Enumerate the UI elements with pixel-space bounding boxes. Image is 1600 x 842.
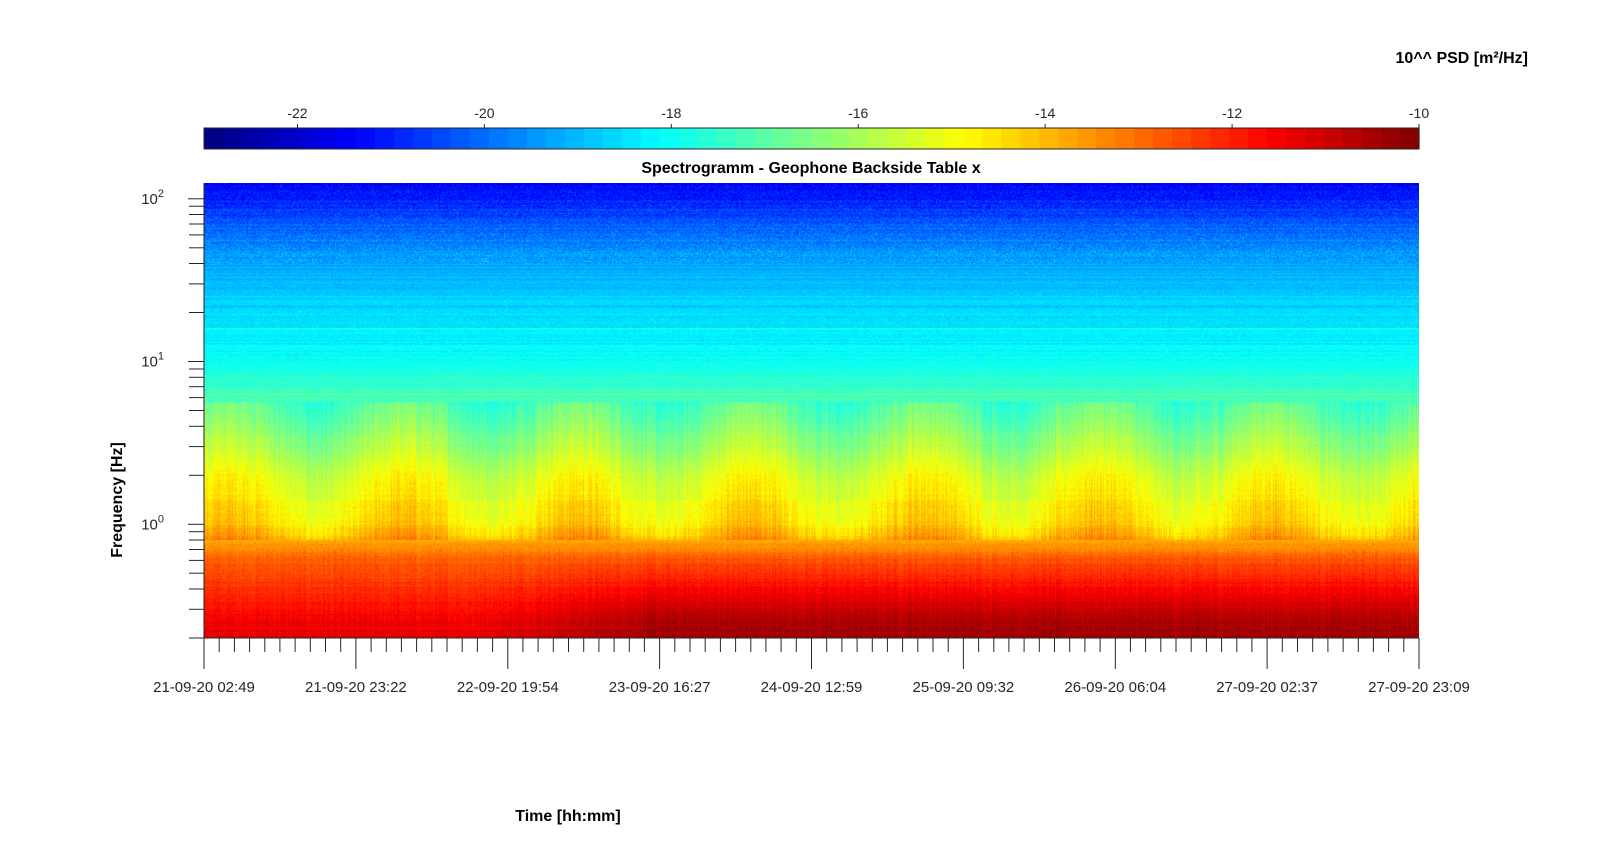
- colorbar-step: [431, 128, 452, 149]
- x-tick-label: 24-09-20 12:59: [761, 679, 863, 696]
- colorbar-step: [659, 128, 680, 149]
- y-tick-label: 102: [141, 188, 164, 208]
- colorbar-step: [374, 128, 395, 149]
- colorbar-step: [1343, 128, 1363, 149]
- colorbar-step: [754, 128, 775, 149]
- colorbar-step: [1134, 128, 1154, 149]
- colorbar-step: [1267, 128, 1287, 149]
- y-axis-ticks: 102 101 100: [141, 188, 204, 639]
- colorbar-step: [1286, 128, 1306, 149]
- colorbar-step: [336, 128, 357, 149]
- colorbar-step: [1172, 128, 1192, 149]
- spectrogram-heatmap: [204, 183, 1419, 638]
- colorbar-step: [1153, 128, 1173, 149]
- colorbar-step: [545, 128, 566, 149]
- chart-title: Spectrogramm - Geophone Backside Table x: [641, 160, 980, 177]
- colorbar-tick-label: -16: [848, 105, 868, 121]
- colorbar-step: [583, 128, 604, 149]
- colorbar-step: [1324, 128, 1344, 149]
- colorbar-tick-label: -10: [1409, 105, 1429, 121]
- x-tick-label: 21-09-20 02:49: [153, 679, 255, 696]
- colorbar-step: [735, 128, 756, 149]
- colorbar-step: [887, 128, 908, 149]
- colorbar-step: [450, 128, 471, 149]
- colorbar-step: [602, 128, 623, 149]
- x-tick-label: 23-09-20 16:27: [609, 679, 711, 696]
- x-tick-label: 22-09-20 19:54: [457, 679, 559, 696]
- colorbar-step: [1305, 128, 1325, 149]
- colorbar-step: [1381, 128, 1401, 149]
- colorbar-step: [412, 128, 433, 149]
- colorbar-label: 10^^ PSD [m²/Hz]: [1396, 50, 1528, 67]
- colorbar-step: [621, 128, 642, 149]
- colorbar-tick-label: -14: [1035, 105, 1055, 121]
- colorbar-step: [488, 128, 509, 149]
- colorbar-step: [279, 128, 300, 149]
- colorbar-tick-label: -22: [287, 105, 307, 121]
- x-axis-title: Time [hh:mm]: [515, 808, 620, 825]
- colorbar-step: [944, 128, 964, 149]
- colorbar-step: [1020, 128, 1040, 149]
- colorbar-step: [222, 128, 243, 149]
- colorbar-step: [355, 128, 376, 149]
- colorbar-tick-label: -18: [661, 105, 681, 121]
- colorbar-step: [260, 128, 281, 149]
- colorbar-step: [298, 128, 319, 149]
- colorbar-step: [1001, 128, 1021, 149]
- colorbar-tick-label: -12: [1222, 105, 1242, 121]
- colorbar-step: [317, 128, 338, 149]
- colorbar-frame: [203, 127, 1420, 150]
- x-tick-label: 27-09-20 23:09: [1368, 679, 1470, 696]
- colorbar-step: [1058, 128, 1078, 149]
- colorbar-step: [1362, 128, 1382, 149]
- colorbar-step: [982, 128, 1002, 149]
- x-tick-label: 21-09-20 23:22: [305, 679, 407, 696]
- colorbar-step: [526, 128, 547, 149]
- colorbar-step: [1400, 128, 1420, 149]
- colorbar-step: [204, 128, 224, 149]
- y-tick-label: 101: [141, 351, 164, 371]
- colorbar-step: [792, 128, 813, 149]
- colorbar-step: [811, 128, 832, 149]
- colorbar-step: [1191, 128, 1211, 149]
- colorbar-step: [697, 128, 718, 149]
- colorbar-step: [1229, 128, 1249, 149]
- x-tick-label: 25-09-20 09:32: [913, 679, 1015, 696]
- colorbar-step: [1077, 128, 1097, 149]
- colorbar-step: [773, 128, 794, 149]
- colorbar-gradient: [204, 128, 1420, 149]
- x-tick-label: 26-09-20 06:04: [1064, 679, 1166, 696]
- colorbar-step: [1115, 128, 1135, 149]
- y-axis-title: Frequency [Hz]: [109, 442, 126, 558]
- colorbar-step: [1210, 128, 1230, 149]
- colorbar-step: [849, 128, 870, 149]
- colorbar-step: [1248, 128, 1268, 149]
- colorbar-step: [830, 128, 851, 149]
- colorbar-tick-label: -20: [474, 105, 494, 121]
- colorbar-step: [925, 128, 945, 149]
- y-tick-label: 100: [141, 513, 164, 533]
- colorbar-step: [1096, 128, 1116, 149]
- colorbar-step: [963, 128, 983, 149]
- x-tick-label: 27-09-20 02:37: [1216, 679, 1318, 696]
- x-axis-ticks: 21-09-20 02:49 21-09-20 23:22 22-09-20 19:…: [153, 638, 1470, 696]
- spectrogram-plot-area: [203, 183, 1419, 639]
- colorbar-step: [678, 128, 699, 149]
- colorbar-step: [906, 128, 926, 149]
- colorbar-step: [241, 128, 262, 149]
- colorbar-step: [469, 128, 490, 149]
- colorbar-step: [507, 128, 528, 149]
- colorbar-step: [868, 128, 889, 149]
- colorbar-step: [640, 128, 661, 149]
- colorbar: -22 -20 -18 -16 -14 -12 -10: [203, 105, 1429, 150]
- colorbar-step: [393, 128, 414, 149]
- colorbar-ticks: -22 -20 -18 -16 -14 -12 -10: [287, 105, 1429, 128]
- colorbar-step: [1039, 128, 1059, 149]
- colorbar-step: [564, 128, 585, 149]
- colorbar-step: [716, 128, 737, 149]
